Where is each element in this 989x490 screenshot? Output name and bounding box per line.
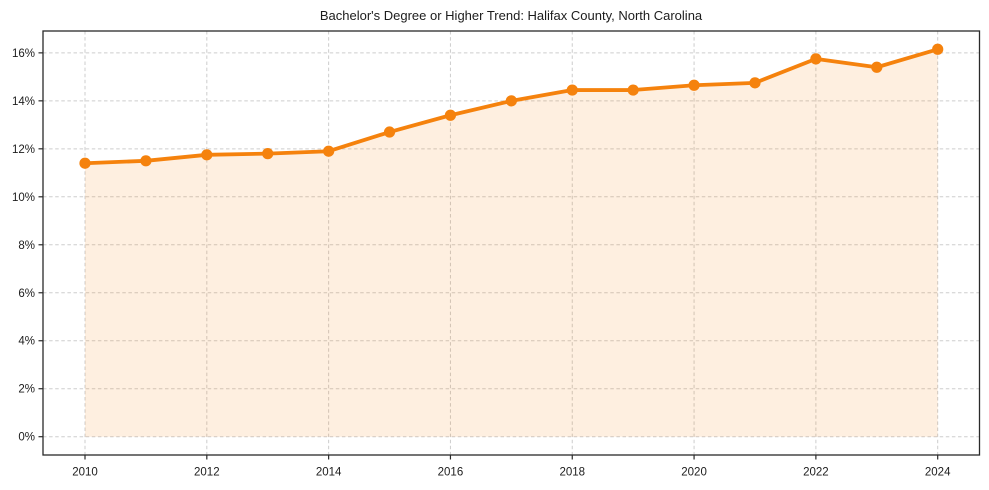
y-tick-label: 6%: [18, 288, 35, 300]
y-axis: 0% 2% 4% 6% 8% 10% 12% 14% 16%: [12, 48, 43, 444]
data-point-2011: [140, 155, 152, 167]
data-point-2017: [505, 95, 517, 107]
data-point-2019: [627, 84, 639, 96]
y-tick-label: 16%: [12, 48, 35, 60]
x-tick-label: 2018: [559, 467, 585, 479]
area-fill-shape: [85, 49, 938, 437]
data-point-2018: [566, 84, 578, 96]
area-fill: [85, 49, 938, 437]
x-tick-label: 2016: [438, 467, 464, 479]
y-tick-label: 4%: [18, 336, 35, 348]
y-tick-label: 12%: [12, 144, 35, 156]
x-tick-label: 2014: [316, 467, 342, 479]
data-point-2012: [201, 149, 213, 161]
plot-border-rect: [42, 30, 981, 456]
data-point-2022: [810, 53, 822, 65]
x-tick-label: 2022: [803, 467, 829, 479]
data-point-2016: [444, 109, 457, 121]
y-tick-label: 14%: [12, 96, 35, 108]
y-tick-label: 10%: [12, 192, 35, 204]
x-axis: 2010 2012 2014 2016 2018 2020 2022 2024: [72, 455, 951, 479]
y-tick-label: 0%: [18, 432, 35, 444]
data-point-2014: [323, 145, 335, 157]
data-point-2015: [383, 126, 396, 138]
plot-border: [42, 30, 981, 456]
x-tick-label: 2024: [925, 467, 951, 479]
data-points: [79, 43, 944, 169]
y-tick-label: 8%: [18, 240, 35, 252]
data-point-2010: [79, 157, 91, 169]
chart-title: Bachelor's Degree or Higher Trend: Halif…: [320, 8, 703, 23]
x-tick-label: 2020: [681, 467, 707, 479]
data-point-2020: [688, 79, 700, 91]
x-tick-label: 2012: [194, 467, 220, 479]
data-point-2021: [749, 77, 761, 89]
data-point-2013: [262, 148, 274, 160]
data-point-2023: [871, 61, 883, 73]
y-tick-label: 2%: [18, 384, 35, 396]
x-tick-label: 2010: [72, 467, 98, 479]
data-point-2024: [932, 43, 944, 55]
